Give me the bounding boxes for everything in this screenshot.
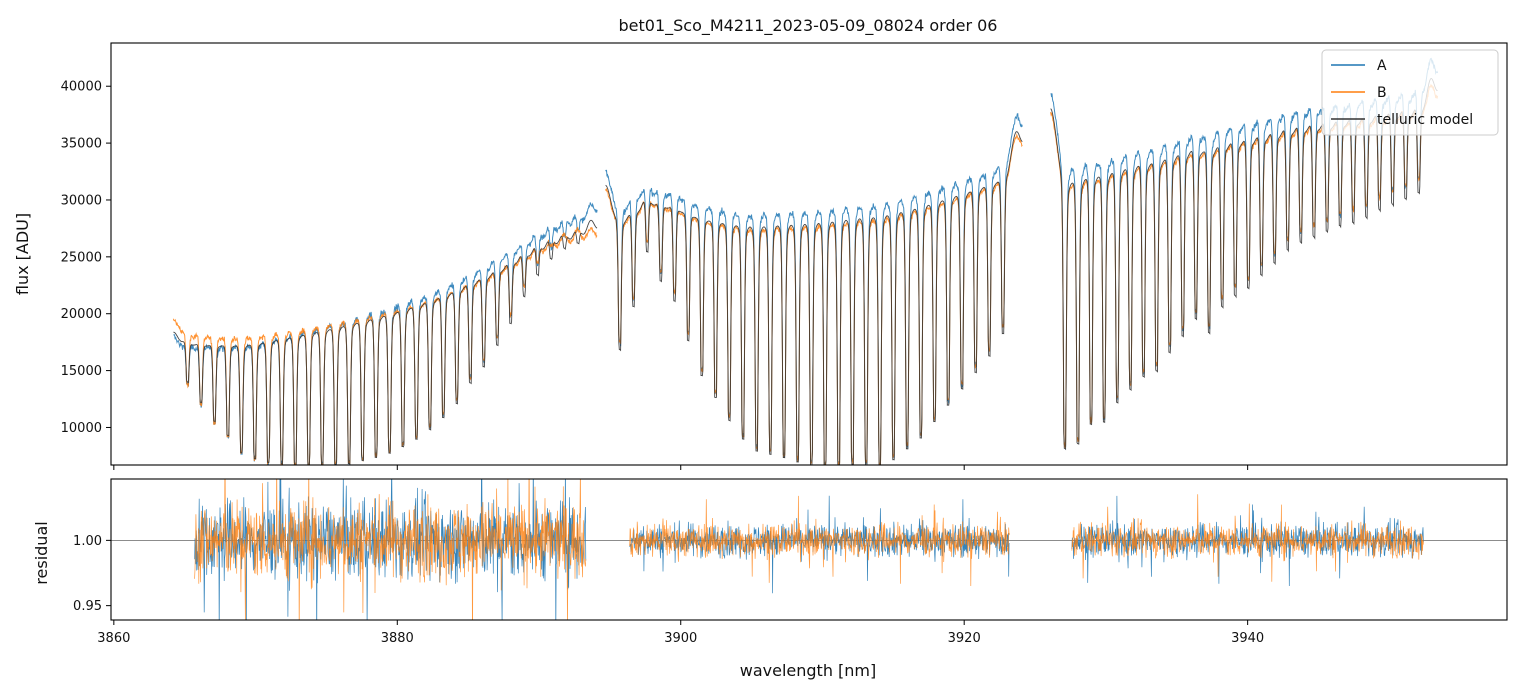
residual-x-tick-label: 3900: [664, 631, 697, 646]
residual-panel: 0.95 1.00 3860 3880 3900 3920 3940 residual w…: [32, 478, 1508, 680]
chart-title: bet01_Sco_M4211_2023-05-09_08024 order 0…: [619, 16, 998, 36]
residual-b-line: [1071, 494, 1424, 582]
residual-x-tick-label: 3920: [948, 631, 981, 646]
legend-label-telluric: telluric model: [1377, 112, 1473, 128]
residual-x-tick-label: 3880: [381, 631, 414, 646]
x-axis-label: wavelength [nm]: [740, 661, 877, 680]
flux-y-tick-label: 25000: [61, 250, 102, 265]
residual-y-axis-label: residual: [32, 521, 51, 584]
residual-y-tick-label: 1.00: [73, 534, 102, 549]
legend-label-b: B: [1377, 85, 1387, 101]
residual-a-line: [629, 495, 1010, 594]
residual-b-line: [194, 479, 587, 620]
flux-y-tick-label: 10000: [61, 421, 102, 436]
flux-axes-frame: [110, 42, 1508, 466]
legend-box: [1321, 49, 1499, 136]
residual-b-line: [629, 495, 1010, 587]
series-a-line: [173, 202, 598, 465]
series-b-line: [1050, 83, 1439, 448]
legend-label-a: A: [1377, 58, 1387, 74]
telluric-model-line: [605, 131, 1023, 465]
flux-y-ticks: 10000 15000 20000 25000 30000 35000 40000: [61, 80, 111, 436]
flux-y-tick-label: 35000: [61, 137, 102, 152]
flux-y-tick-label: 30000: [61, 193, 102, 208]
residual-plot-area: [111, 479, 1507, 620]
flux-x-ticks: [113, 465, 1249, 470]
flux-y-axis-label: flux [ADU]: [13, 213, 32, 295]
residual-y-tick-label: 0.95: [73, 599, 102, 614]
residual-axes-frame: [110, 478, 1508, 621]
flux-y-tick-label: 20000: [61, 307, 102, 322]
flux-plot-area: [172, 57, 1439, 465]
flux-y-tick-label: 15000: [61, 364, 102, 379]
residual-y-ticks: 0.95 1.00: [73, 534, 111, 614]
flux-y-tick-label: 40000: [61, 80, 102, 95]
telluric-model-line: [173, 219, 598, 465]
legend: A B telluric model: [1321, 49, 1499, 136]
residual-x-ticks: 3860 3880 3900 3920 3940: [97, 620, 1264, 646]
residual-x-tick-label: 3860: [97, 631, 130, 646]
flux-panel: 10000 15000 20000 25000 30000 35000 40000 flux…: [13, 42, 1508, 470]
residual-x-tick-label: 3940: [1231, 631, 1264, 646]
